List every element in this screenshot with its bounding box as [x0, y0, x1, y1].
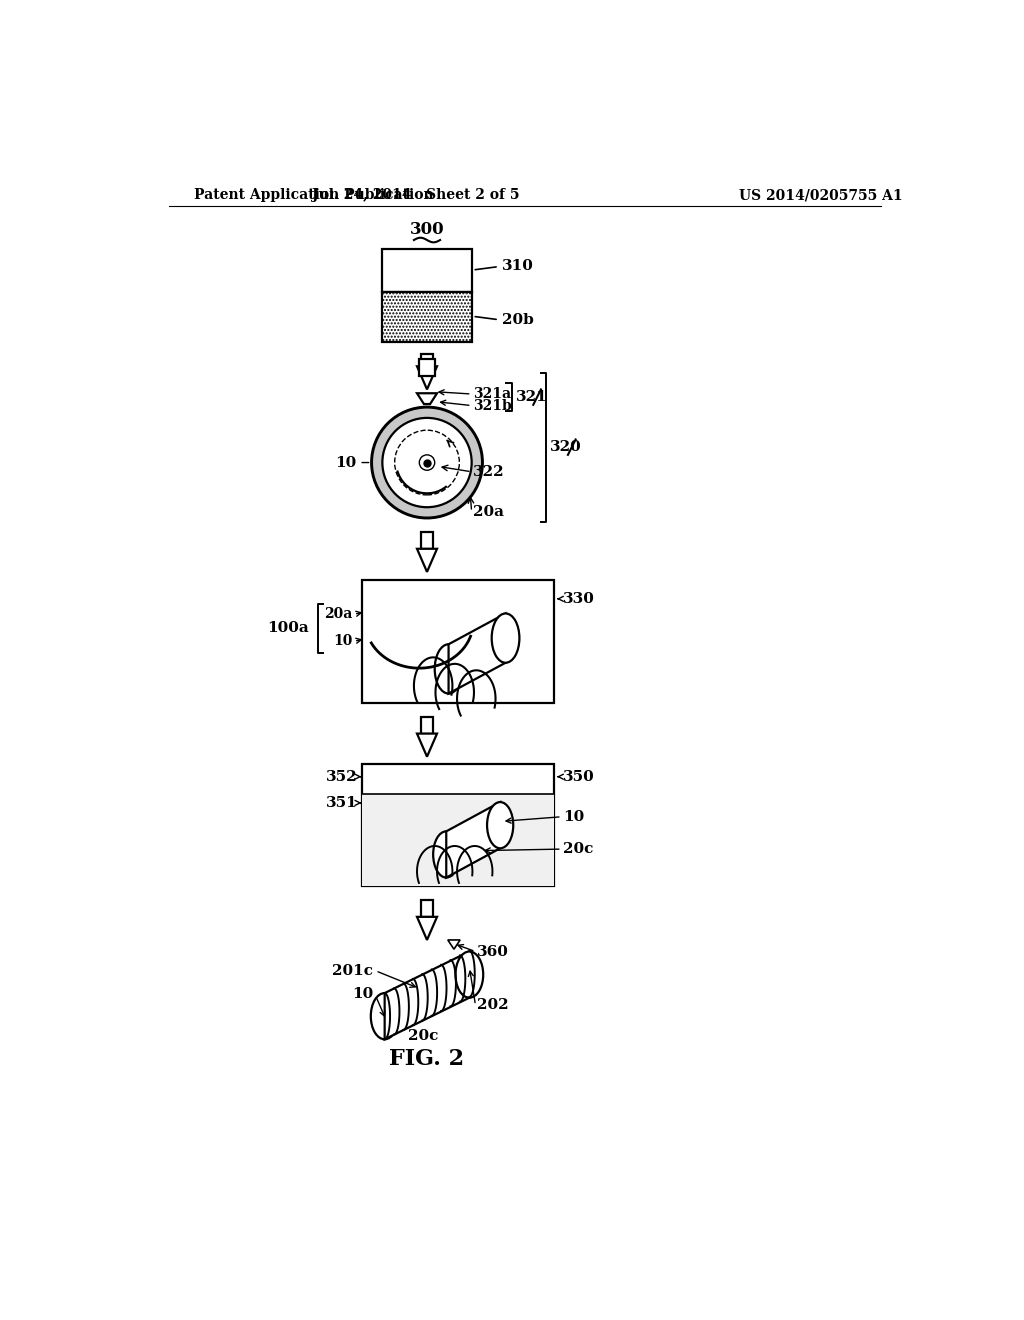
Bar [421, 354, 433, 367]
Polygon shape [417, 734, 437, 756]
Text: 321a: 321a [473, 387, 511, 401]
Bar [382, 249, 472, 292]
Polygon shape [417, 393, 437, 404]
Text: 10: 10 [563, 809, 585, 824]
Circle shape [372, 407, 482, 517]
Polygon shape [417, 549, 437, 572]
Ellipse shape [456, 952, 483, 998]
Text: 352: 352 [326, 770, 357, 784]
Text: 322: 322 [473, 465, 505, 479]
Ellipse shape [492, 614, 519, 663]
Text: 300: 300 [410, 220, 444, 238]
Text: 320: 320 [550, 440, 582, 454]
Text: 202: 202 [477, 998, 509, 1012]
Text: 201c: 201c [332, 964, 373, 978]
Bar [382, 292, 472, 342]
Text: 351: 351 [326, 796, 357, 810]
Text: 310: 310 [475, 259, 534, 273]
Text: 321: 321 [515, 391, 547, 404]
Ellipse shape [487, 803, 513, 849]
Text: 20a: 20a [324, 607, 352, 622]
Polygon shape [447, 940, 460, 949]
Text: 330: 330 [563, 591, 595, 606]
Circle shape [394, 430, 460, 495]
Text: 350: 350 [563, 770, 595, 784]
Ellipse shape [371, 993, 398, 1039]
Bar [419, 359, 435, 376]
Circle shape [382, 418, 472, 507]
Bar [421, 717, 433, 734]
Text: 20c: 20c [563, 842, 594, 857]
Text: 20a: 20a [473, 504, 504, 519]
Bar [421, 532, 433, 549]
Polygon shape [385, 952, 469, 1039]
Text: Jul. 24, 2014   Sheet 2 of 5: Jul. 24, 2014 Sheet 2 of 5 [311, 189, 519, 202]
Bar [361, 764, 554, 886]
Text: US 2014/0205755 A1: US 2014/0205755 A1 [739, 189, 902, 202]
Bar [361, 793, 554, 886]
Polygon shape [449, 614, 506, 693]
Text: 100a: 100a [267, 622, 309, 635]
Text: 10: 10 [333, 634, 352, 648]
Ellipse shape [433, 832, 460, 878]
Text: 360: 360 [477, 945, 509, 958]
Bar [421, 900, 433, 917]
Polygon shape [417, 917, 437, 940]
Text: Patent Application Publication: Patent Application Publication [194, 189, 433, 202]
Text: 20c: 20c [408, 1030, 438, 1043]
Text: 20b: 20b [475, 313, 534, 327]
Text: FIG. 2: FIG. 2 [389, 1048, 465, 1071]
Bar [361, 579, 554, 702]
Polygon shape [446, 803, 500, 878]
Ellipse shape [435, 644, 463, 693]
Text: 10: 10 [335, 455, 356, 470]
Text: 10: 10 [352, 987, 373, 1001]
Text: 321b: 321b [473, 399, 512, 413]
Polygon shape [417, 367, 437, 389]
